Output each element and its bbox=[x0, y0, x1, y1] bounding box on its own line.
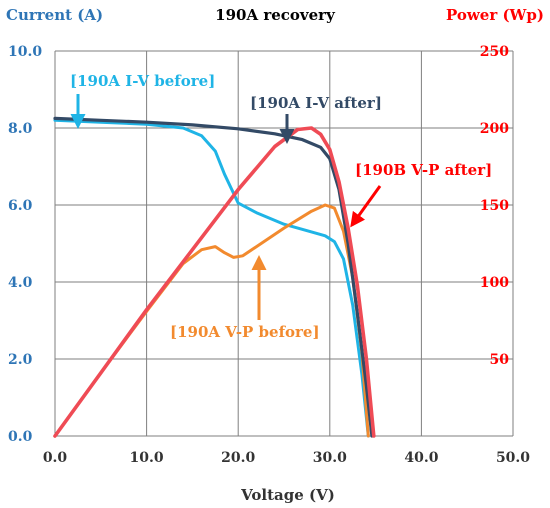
x-tick-label: 50.0 bbox=[496, 450, 530, 466]
series bbox=[53, 116, 376, 438]
y-left-tick-label: 2.0 bbox=[8, 352, 33, 368]
y-left-tick-label: 10.0 bbox=[8, 44, 42, 60]
x-tick-label: 0.0 bbox=[43, 450, 68, 466]
x-tick-label: 10.0 bbox=[130, 450, 164, 466]
series-line-0 bbox=[53, 118, 370, 438]
x-tick-label: 20.0 bbox=[221, 450, 255, 466]
y-right-tick-label: 100 bbox=[480, 275, 509, 291]
y-right-tick-label: 50 bbox=[490, 352, 510, 368]
series-line-2 bbox=[53, 126, 376, 438]
y-right-tick-label: 150 bbox=[480, 198, 509, 214]
y-left-tick-label: 0.0 bbox=[8, 429, 33, 445]
y-left-tick-label: 4.0 bbox=[8, 275, 33, 291]
x-tick-label: 40.0 bbox=[404, 450, 438, 466]
series-line-1 bbox=[53, 116, 374, 438]
annotations: [190A I-V before] [190A I-V after] [190B V… bbox=[70, 72, 492, 341]
x-axis-title: Voltage (V) bbox=[240, 486, 335, 504]
y-left-tick-label: 8.0 bbox=[8, 121, 33, 137]
series-line-3 bbox=[53, 203, 370, 438]
y-right-tick-label: 200 bbox=[480, 121, 509, 137]
left-axis-title: Current (A) bbox=[6, 6, 103, 24]
y-left-tick-label: 6.0 bbox=[8, 198, 33, 214]
annotation-label: [190A V-P before] bbox=[170, 323, 320, 341]
annotation-label: [190B V-P after] bbox=[355, 161, 492, 179]
annotation-label: [190A I-V before] bbox=[70, 72, 215, 90]
right-axis-title: Power (Wp) bbox=[446, 6, 544, 24]
ticks: 0.0 10.0 20.0 30.0 40.0 50.0 0.0 2.0 4.0 6.0 8.0 10… bbox=[8, 44, 530, 466]
chart-title: 190A recovery bbox=[215, 6, 336, 24]
y-right-tick-label: 250 bbox=[480, 44, 509, 60]
x-tick-label: 30.0 bbox=[313, 450, 347, 466]
annotation-label: [190A I-V after] bbox=[250, 94, 382, 112]
grid bbox=[54, 50, 514, 437]
annotation-arrow bbox=[350, 185, 382, 228]
